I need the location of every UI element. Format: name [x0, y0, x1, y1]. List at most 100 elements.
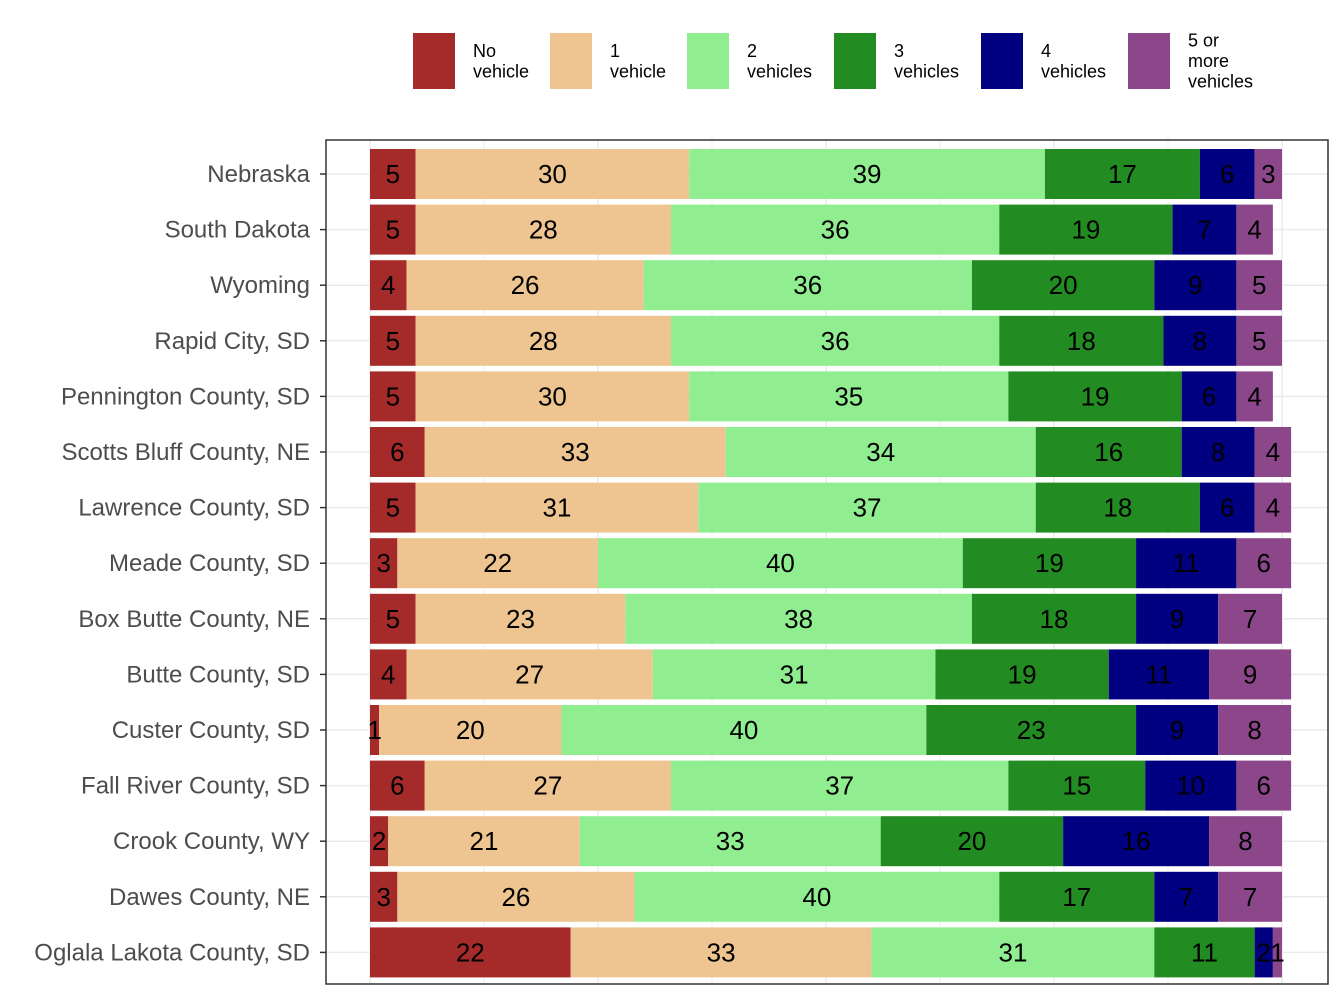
- value-label: 31: [998, 937, 1027, 967]
- bar-segment-dawes-county-ne-4-vehicles: [1154, 871, 1219, 922]
- value-label: 7: [1243, 882, 1257, 912]
- bar-segment-box-butte-county-ne-5-or-more-vehicles: [1218, 593, 1282, 644]
- value-label: 40: [766, 548, 795, 578]
- bar-segment-wyoming-5-or-more-vehicles: [1236, 260, 1282, 311]
- bar-segment-lawrence-county-sd-3-vehicles: [1035, 482, 1200, 533]
- bar-segment-crook-county-wy-no-vehicle: [370, 816, 389, 867]
- value-label: 3: [376, 882, 390, 912]
- y-tick-label: Meade County, SD: [109, 550, 310, 577]
- legend-label: 5 or more vehicles: [1188, 31, 1253, 92]
- bar-segment-custer-county-sd-5-or-more-vehicles: [1218, 705, 1292, 755]
- value-label: 28: [529, 215, 558, 245]
- value-label: 19: [1035, 548, 1064, 578]
- y-tick-label: Nebraska: [207, 161, 310, 188]
- value-label: 9: [1243, 659, 1257, 689]
- bar-segment-oglala-lakota-county-sd-3-vehicles: [1154, 927, 1255, 978]
- legend-swatch: [550, 33, 592, 89]
- value-label: 30: [538, 381, 567, 411]
- bar-segment-lawrence-county-sd-4-vehicles: [1199, 482, 1255, 533]
- bar-segment-oglala-lakota-county-sd-5-or-more-vehicles: [1272, 927, 1282, 978]
- bar-segment-rapid-city-sd-1-vehicle: [415, 315, 671, 366]
- value-label: 36: [793, 270, 822, 300]
- value-label: 18: [1040, 604, 1069, 634]
- legend-label: 1 vehicle: [610, 41, 666, 82]
- value-labels: 5 30 39 17 6 35 28 36 19 7 44 26 36 20 9 55 28 36 18 8 55 30 3…: [367, 159, 1284, 967]
- value-label: 37: [853, 493, 882, 523]
- value-label: 9: [1188, 270, 1202, 300]
- value-label: 36: [821, 326, 850, 356]
- y-tick-label: Wyoming: [210, 272, 310, 299]
- value-label: 5: [1252, 326, 1266, 356]
- bar-segment-butte-county-sd-5-or-more-vehicles: [1209, 649, 1292, 700]
- legend-label: 3 vehicles: [894, 41, 959, 82]
- legend-item-1-vehicle: 1 vehicle: [550, 33, 666, 89]
- value-label: 26: [501, 882, 530, 912]
- bar-segment-pennington-county-sd-3-vehicles: [1008, 371, 1182, 422]
- bar-segment-south-dakota-5-or-more-vehicles: [1236, 204, 1273, 255]
- value-label: 23: [506, 604, 535, 634]
- value-label: 4: [1247, 381, 1261, 411]
- bar-segment-south-dakota-no-vehicle: [370, 204, 416, 255]
- bar-segment-pennington-county-sd-1-vehicle: [415, 371, 690, 422]
- bar-segment-rapid-city-sd-5-or-more-vehicles: [1236, 315, 1282, 366]
- y-tick-label: Scotts Bluff County, NE: [61, 439, 310, 466]
- value-label: 8: [1238, 826, 1252, 856]
- value-label: 2: [1257, 937, 1271, 967]
- legend-item-2-vehicles: 2 vehicles: [687, 33, 812, 89]
- value-label: 31: [542, 493, 571, 523]
- value-label: 4: [1266, 493, 1280, 523]
- value-label: 3: [376, 548, 390, 578]
- bar-segment-fall-river-county-sd-1-vehicle: [424, 760, 671, 811]
- bar-segment-butte-county-sd-3-vehicles: [935, 649, 1109, 700]
- value-label: 38: [784, 604, 813, 634]
- value-label: 22: [483, 548, 512, 578]
- y-tick-label: South Dakota: [165, 217, 311, 244]
- bar-segment-dawes-county-ne-5-or-more-vehicles: [1218, 871, 1282, 922]
- bar-segment-wyoming-1-vehicle: [406, 260, 644, 311]
- bar-segment-crook-county-wy-5-or-more-vehicles: [1209, 816, 1282, 867]
- bar-segment-butte-county-sd-2-vehicles: [652, 649, 936, 700]
- value-label: 33: [561, 437, 590, 467]
- value-label: 5: [386, 493, 400, 523]
- bar-segment-crook-county-wy-2-vehicles: [579, 816, 881, 867]
- y-tick-label: Oglala Lakota County, SD: [34, 939, 310, 966]
- value-label: 23: [1017, 715, 1046, 745]
- bar-segment-butte-county-sd-no-vehicle: [370, 649, 407, 700]
- value-label: 8: [1193, 326, 1207, 356]
- y-tick-label: Box Butte County, NE: [78, 606, 310, 633]
- value-label: 18: [1103, 493, 1132, 523]
- value-label: 11: [1191, 937, 1218, 967]
- bar-segment-dawes-county-ne-2-vehicles: [634, 871, 1000, 922]
- value-label: 33: [707, 937, 736, 967]
- bar-segment-oglala-lakota-county-sd-4-vehicles: [1254, 927, 1273, 978]
- value-label: 40: [729, 715, 758, 745]
- bar-segment-south-dakota-1-vehicle: [415, 204, 671, 255]
- legend-label: 4 vehicles: [1041, 41, 1106, 82]
- bar-segment-pennington-county-sd-5-or-more-vehicles: [1236, 371, 1273, 422]
- bar-segment-dawes-county-ne-3-vehicles: [999, 871, 1155, 922]
- value-label: 7: [1197, 215, 1211, 245]
- value-label: 9: [1170, 715, 1184, 745]
- value-label: 7: [1243, 604, 1257, 634]
- bar-segment-scotts-bluff-county-ne-no-vehicle: [370, 427, 425, 477]
- value-label: 1: [367, 715, 381, 745]
- bar-segment-meade-county-sd-1-vehicle: [397, 538, 598, 589]
- bar-segment-crook-county-wy-1-vehicle: [388, 816, 580, 867]
- legend-item-5-or-more-vehicles: 5 or more vehicles: [1128, 31, 1253, 92]
- value-label: 27: [533, 771, 562, 801]
- y-tick-label: Rapid City, SD: [154, 328, 310, 355]
- legend-swatch: [981, 33, 1023, 89]
- value-label: 31: [780, 659, 809, 689]
- value-label: 20: [957, 826, 986, 856]
- bar-segment-south-dakota-3-vehicles: [999, 204, 1173, 255]
- value-label: 16: [1094, 437, 1123, 467]
- legend-label: No vehicle: [473, 41, 529, 82]
- bar-segment-wyoming-2-vehicles: [643, 260, 972, 311]
- bar-segment-crook-county-wy-3-vehicles: [880, 816, 1064, 867]
- bar-segment-dawes-county-ne-no-vehicle: [370, 871, 398, 922]
- legend-swatch: [413, 33, 455, 89]
- legend-item-3-vehicles: 3 vehicles: [834, 33, 959, 89]
- value-label: 8: [1247, 715, 1261, 745]
- bar-segment-meade-county-sd-5-or-more-vehicles: [1236, 538, 1292, 589]
